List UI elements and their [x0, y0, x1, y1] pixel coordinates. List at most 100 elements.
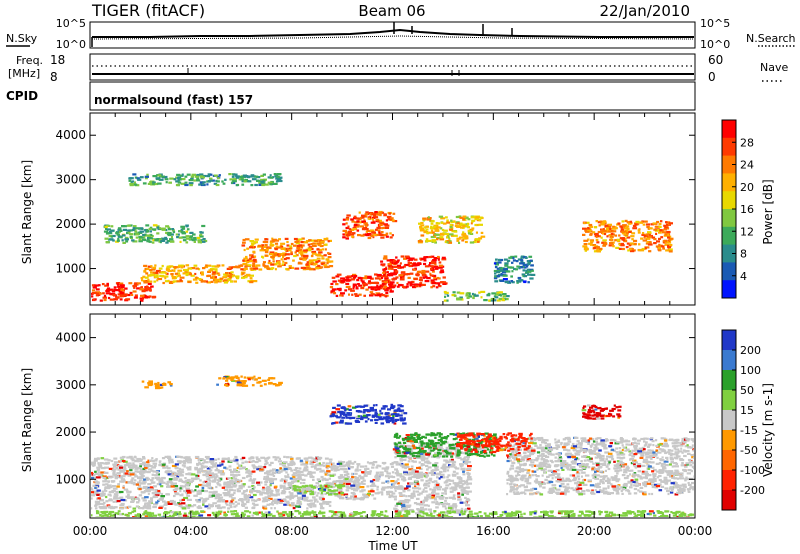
power-cell-r10 [502, 295, 507, 298]
velocity-cell-r1 [371, 463, 375, 466]
power-cell-r4 [381, 264, 385, 267]
velocity-cell-r0 [256, 468, 262, 471]
velocity-cell-r1 [356, 466, 359, 469]
power-cell-r8 [152, 239, 155, 242]
velocity-cell-r2 [422, 472, 427, 476]
power-cell-r3 [375, 286, 381, 289]
velocity-cell-r2 [446, 476, 449, 479]
power-cell-r6 [474, 238, 480, 241]
velocity-cell-r2 [411, 475, 417, 478]
power-cell-r8 [151, 241, 155, 244]
velocity-cell-r3 [639, 456, 644, 459]
velocity-cell-r0 [211, 494, 216, 497]
velocity-cell-r2 [416, 456, 421, 460]
power-cell-r9 [210, 179, 213, 182]
power-cell-r6 [462, 234, 467, 238]
velocity-cell-r0 [294, 467, 299, 470]
velocity-cell-r2 [444, 490, 447, 493]
velocity-cell-r0 [112, 487, 118, 490]
velocity-cell-r0 [273, 507, 276, 510]
velocity-cell-r2 [447, 505, 451, 508]
velocity-cell-r0 [186, 498, 192, 501]
velocity-cell-r3 [547, 453, 553, 456]
power-cell-r7 [637, 248, 642, 252]
power-cell-r10 [492, 299, 497, 302]
power-cell-r9 [188, 179, 194, 182]
velocity-cell-r0 [245, 468, 248, 471]
velocity-cell-r0 [296, 457, 301, 460]
velocity-cell-r2 [412, 460, 417, 463]
power-cell-r1 [219, 277, 224, 280]
power-cell-r1 [213, 276, 217, 279]
power-cell-r5 [361, 214, 366, 217]
power-cell-r10 [459, 292, 465, 295]
power-cell-r3 [374, 273, 378, 276]
velocity-cell-r0 [147, 486, 150, 489]
velocity-cell-r0 [151, 459, 155, 463]
power-cell-r4 [380, 260, 384, 263]
power-cell-r7 [622, 247, 625, 251]
velocity-cell-r3 [576, 440, 580, 443]
velocity-cell-r0 [320, 493, 324, 496]
velocity-cell-r0 [107, 493, 112, 496]
power-cell-r9 [231, 175, 235, 178]
velocity-cell-r2 [452, 506, 455, 509]
velocity-cell-r2 [416, 508, 420, 511]
velocity-cell-r0 [299, 481, 302, 485]
velocity-cell-r0 [215, 505, 218, 508]
power-cell-r2 [284, 248, 287, 251]
power-cell-r6 [476, 239, 481, 242]
velocity-cell-r2 [454, 482, 459, 485]
power-cell-r2 [264, 251, 269, 254]
power-cell-r8 [161, 227, 166, 230]
velocity-cell-r0 [270, 494, 276, 497]
velocity-cell-r1 [336, 462, 340, 466]
power-cell-r2 [274, 248, 278, 251]
velocity-cell-r0 [153, 503, 158, 506]
velocity-cell-r3 [643, 451, 649, 454]
power-cell-r2 [329, 265, 334, 268]
power-cell-r9 [177, 179, 180, 182]
velocity-cell-r3 [652, 444, 655, 447]
velocity-cell-r0 [127, 493, 130, 496]
velocity-cell-r2 [414, 456, 419, 459]
velocity-cell-r3 [679, 474, 684, 477]
power-cell-r10 [445, 299, 449, 302]
power-cell-r1 [223, 273, 228, 276]
velocity-cell-r0 [284, 480, 287, 483]
velocity-cell-r0 [170, 473, 174, 476]
power-cell-r4 [408, 263, 411, 266]
velocity-cell-r0 [304, 463, 308, 466]
power-cell-r6 [440, 227, 443, 230]
velocity-cell-r0 [152, 495, 156, 499]
power-cell-r11 [530, 269, 534, 272]
power-cell-r0 [117, 287, 122, 290]
velocity-cell-r0 [251, 485, 255, 488]
power-cell-r8 [124, 238, 129, 241]
power-cell-r1 [147, 280, 151, 283]
velocity-cell-r0 [132, 507, 137, 510]
power-cell-r5 [380, 222, 385, 225]
velocity-cell-r2 [394, 489, 397, 492]
velocity-cell-r3 [664, 451, 667, 455]
power-cell-r7 [611, 227, 617, 230]
power-cell-r2 [326, 260, 332, 263]
velocity-cell-r0 [234, 478, 239, 482]
power-cell-r11 [507, 259, 511, 262]
power-cell-r7 [609, 227, 612, 230]
velocity-cell-r0 [313, 500, 317, 503]
velocity-cell-r0 [262, 497, 267, 500]
power-cell-r8 [122, 228, 127, 231]
power-cell-r6 [435, 233, 441, 236]
power-cell-r2 [295, 240, 300, 243]
power-cell-r11 [500, 273, 503, 276]
velocity-cell-r1 [373, 497, 377, 500]
power-cell-r2 [274, 268, 277, 271]
velocity-cell-r0 [292, 504, 297, 507]
velocity-cell-r0 [148, 488, 153, 491]
power-cell-r4 [435, 282, 441, 285]
power-cell-r1 [202, 267, 206, 270]
velocity-cell-r2 [410, 496, 414, 499]
power-cell-r11 [499, 269, 505, 272]
velocity-cell-r0 [274, 501, 277, 504]
